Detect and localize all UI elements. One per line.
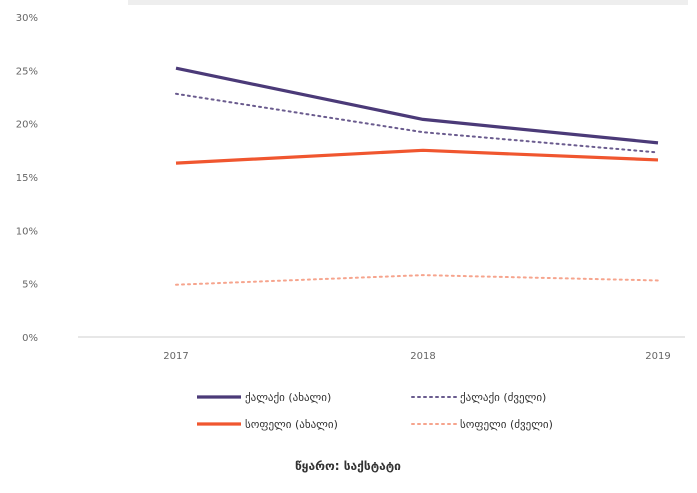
faded-title-band (128, 0, 688, 5)
series-layer (175, 66, 659, 286)
x-tick-label: 2018 (410, 351, 435, 362)
x-tick-label: 2019 (645, 351, 670, 362)
series-line-1 (175, 66, 659, 145)
legend: ქალაქი (ახალი) ქალაქი (ძველი) სოფელი (ახალ… (197, 391, 553, 431)
x-tick-label: 2017 (163, 351, 188, 362)
y-tick-label: 20% (16, 120, 38, 131)
legend-label-2: ქალაქი (ძველი) (460, 391, 546, 404)
series-line-4 (175, 274, 659, 286)
series-line-2 (175, 92, 659, 154)
source-label: წყარო: საქსტატი (295, 459, 401, 473)
y-tick-label: 30% (16, 13, 38, 24)
legend-label-1: ქალაქი (ახალი) (245, 391, 331, 404)
y-axis: 0% 5% 10% 15% 20% 25% 30% (16, 13, 38, 344)
y-tick-label: 10% (16, 226, 38, 237)
y-tick-label: 25% (16, 66, 38, 77)
y-tick-label: 15% (16, 173, 38, 184)
y-tick-label: 5% (22, 280, 38, 291)
legend-label-4: სოფელი (ძველი) (460, 418, 553, 431)
series-line-3 (175, 148, 659, 165)
legend-label-3: სოფელი (ახალი) (245, 418, 338, 431)
x-axis: 2017 2018 2019 (78, 336, 685, 362)
y-tick-label: 0% (22, 333, 38, 344)
faded-title-strip (128, 0, 688, 5)
